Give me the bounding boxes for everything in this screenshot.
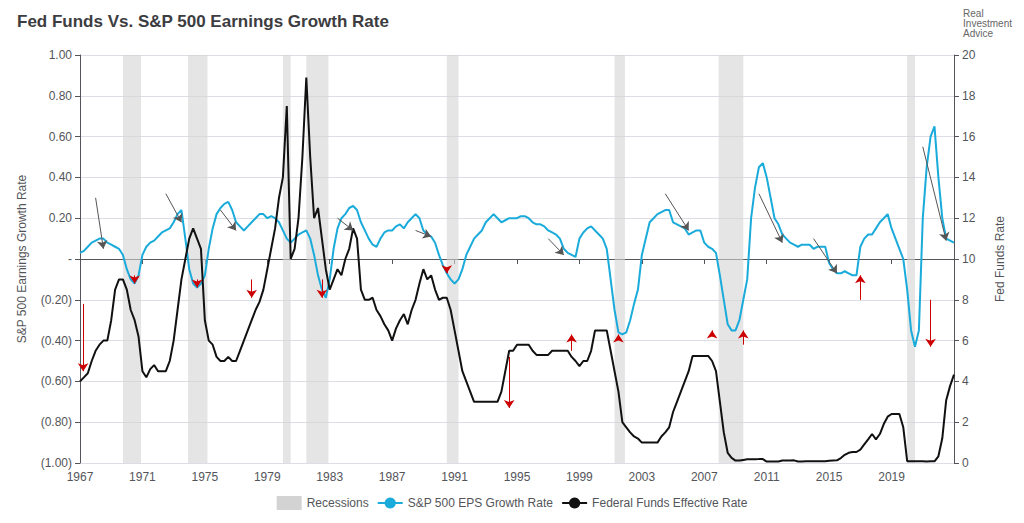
svg-text:1.00: 1.00 (49, 48, 73, 62)
svg-text:1975: 1975 (192, 470, 219, 484)
svg-text:2003: 2003 (629, 470, 656, 484)
svg-text:16: 16 (962, 130, 976, 144)
svg-text:0: 0 (962, 456, 969, 470)
svg-text:Advice: Advice (963, 28, 993, 39)
svg-text:(0.60): (0.60) (41, 374, 72, 388)
svg-text:20: 20 (962, 48, 976, 62)
svg-text:0.60: 0.60 (49, 130, 73, 144)
svg-text:0.20: 0.20 (49, 211, 73, 225)
svg-text:0.40: 0.40 (49, 170, 73, 184)
svg-text:2007: 2007 (691, 470, 718, 484)
svg-text:2019: 2019 (878, 470, 905, 484)
svg-text:Fed Funds Rate: Fed Funds Rate (993, 216, 1007, 302)
svg-text:(0.80): (0.80) (41, 415, 72, 429)
svg-text:(0.20): (0.20) (41, 293, 72, 307)
svg-text:(1.00): (1.00) (41, 456, 72, 470)
svg-text:S&P 500 Earnings Growth Rate: S&P 500 Earnings Growth Rate (15, 174, 29, 343)
svg-text:1995: 1995 (504, 470, 531, 484)
svg-text:1983: 1983 (316, 470, 343, 484)
svg-text:Fed Funds Vs. S&P 500 Earnings: Fed Funds Vs. S&P 500 Earnings Growth Ra… (17, 12, 389, 31)
svg-text:8: 8 (962, 293, 969, 307)
svg-text:0.80: 0.80 (49, 89, 73, 103)
svg-text:Investment: Investment (963, 17, 1012, 29)
svg-text:S&P 500 EPS Growth Rate: S&P 500 EPS Growth Rate (408, 496, 554, 510)
svg-text:1999: 1999 (566, 470, 593, 484)
svg-text:1967: 1967 (67, 470, 94, 484)
svg-text:2: 2 (962, 415, 969, 429)
svg-text:Real: Real (963, 7, 984, 19)
svg-text:4: 4 (962, 374, 969, 388)
svg-text:2011: 2011 (754, 470, 780, 484)
svg-text:18: 18 (962, 89, 976, 103)
svg-text:10: 10 (962, 252, 976, 266)
svg-text:-: - (68, 252, 72, 266)
svg-text:Federal Funds Effective Rate: Federal Funds Effective Rate (592, 496, 748, 510)
svg-text:1971: 1971 (129, 470, 156, 484)
svg-text:14: 14 (962, 170, 976, 184)
svg-text:1987: 1987 (379, 470, 406, 484)
svg-text:1979: 1979 (254, 470, 281, 484)
svg-text:12: 12 (962, 211, 976, 225)
svg-text:2015: 2015 (816, 470, 843, 484)
svg-text:Recessions: Recessions (307, 496, 369, 510)
svg-text:1991: 1991 (441, 470, 468, 484)
svg-text:6: 6 (962, 334, 969, 348)
svg-text:(0.40): (0.40) (41, 334, 72, 348)
